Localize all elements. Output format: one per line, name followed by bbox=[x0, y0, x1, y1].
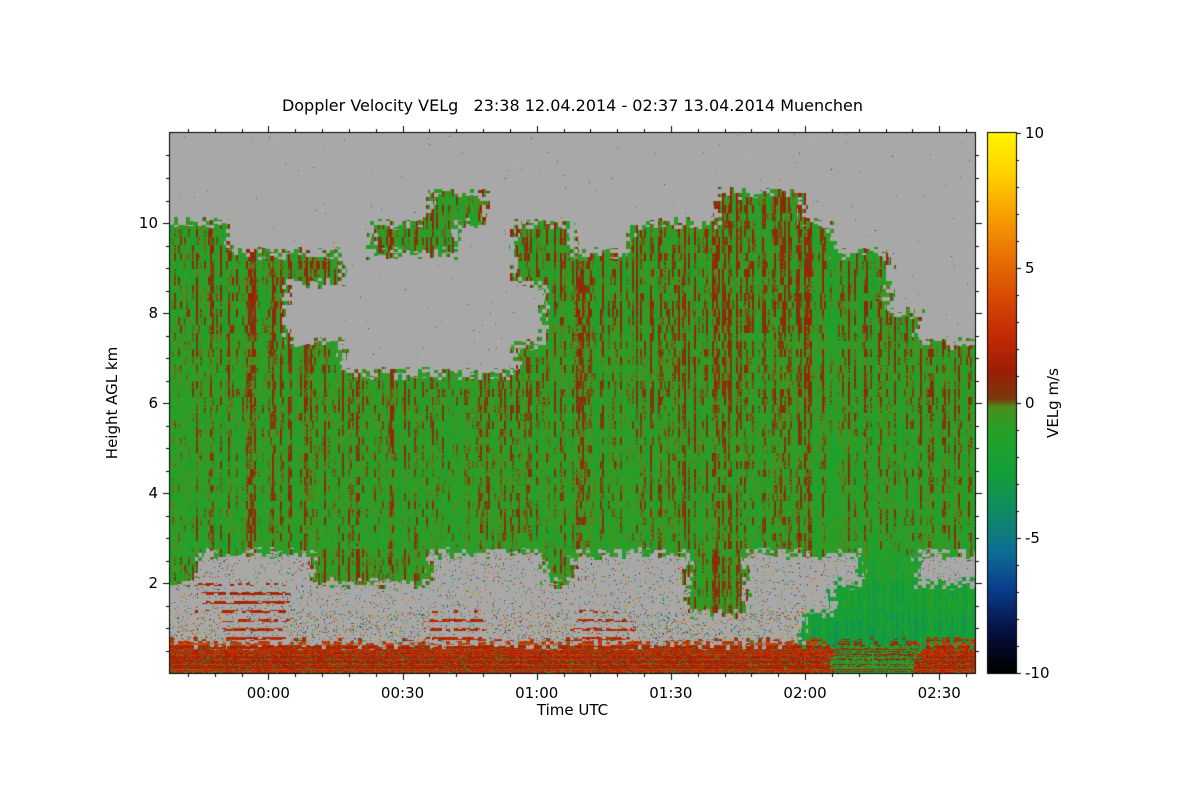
y-tick-label: 10 bbox=[138, 214, 158, 232]
x-tick-label: 00:00 bbox=[246, 684, 290, 702]
colorbar-tick-label: -5 bbox=[1025, 529, 1040, 547]
colorbar-tick-label: 5 bbox=[1025, 259, 1035, 277]
y-tick-label: 4 bbox=[148, 484, 158, 502]
colorbar-tick-label: 0 bbox=[1025, 394, 1035, 412]
colorbar-tick-label: 10 bbox=[1025, 124, 1045, 142]
chart-title: Doppler Velocity VELg 23:38 12.04.2014 -… bbox=[281, 96, 864, 115]
x-axis-label: Time UTC bbox=[536, 701, 609, 719]
colorbar-tick-label: -10 bbox=[1025, 664, 1050, 682]
y-tick-label: 6 bbox=[148, 394, 158, 412]
x-tick-label: 00:30 bbox=[380, 684, 425, 702]
x-tick-label: 01:00 bbox=[515, 684, 559, 702]
x-tick-label: 02:30 bbox=[917, 684, 961, 702]
x-tick-label: 01:30 bbox=[649, 684, 693, 702]
y-tick-label: 2 bbox=[148, 574, 158, 592]
y-tick-label: 8 bbox=[148, 304, 158, 322]
x-tick-label: 02:00 bbox=[783, 684, 827, 702]
